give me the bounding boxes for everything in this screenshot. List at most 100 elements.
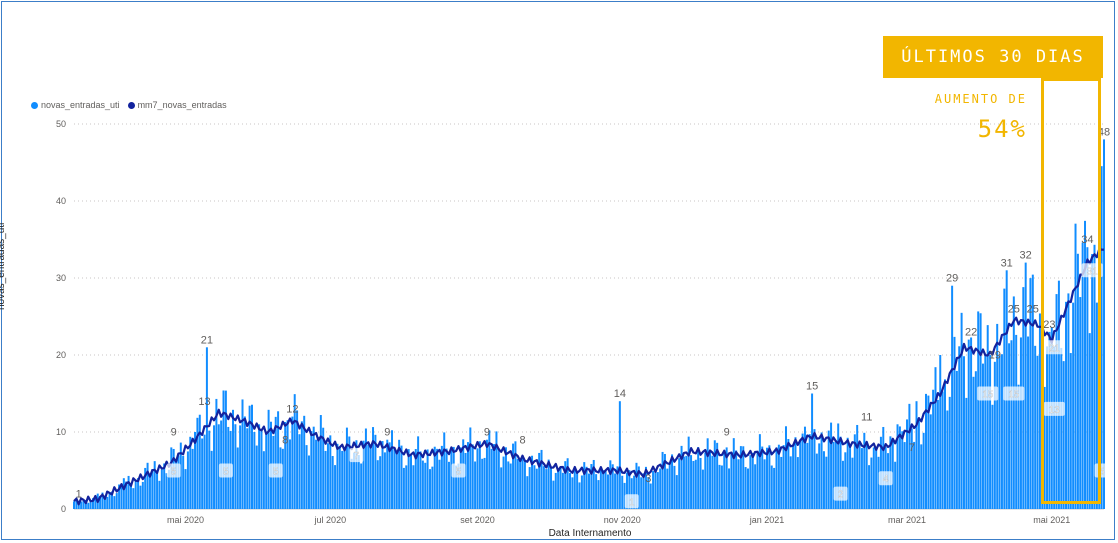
bar [137,478,140,509]
bar [977,311,980,509]
bar [972,376,975,509]
annotation-value: 54% [977,115,1027,143]
bar [803,426,806,509]
bar [1079,297,1082,509]
bar [998,355,1001,509]
bar [583,462,586,509]
bar [815,453,818,509]
bar [1027,336,1030,509]
bar [329,435,332,509]
bar [834,440,837,509]
bar [1038,313,1041,509]
bar [331,456,334,509]
bar [576,471,579,509]
bar [796,457,799,509]
bar [1010,340,1013,509]
bar [616,466,619,509]
bar [960,312,963,509]
bar [286,420,289,509]
y-tick-label: 50 [56,119,66,129]
data-label: 32 [1020,250,1032,262]
bar [203,434,206,509]
bar [903,442,906,509]
data-label: 1 [76,488,82,500]
bar [649,483,652,509]
bar [913,441,916,509]
bar [618,401,621,509]
bar [153,461,156,509]
bar [946,410,949,509]
bar [312,426,315,509]
bar [184,469,187,509]
bar [73,501,75,509]
bar [253,432,256,509]
bar [633,475,636,509]
bar [485,439,488,509]
bar [355,440,358,509]
data-label-box [878,471,893,486]
bar [303,415,306,509]
bar [953,336,956,509]
bar [773,467,776,509]
bar [450,449,453,509]
bar [75,498,78,509]
bar [690,455,693,509]
bar [201,438,204,509]
bar [412,465,415,509]
bar [716,442,719,509]
bar [728,468,731,509]
bar [255,445,258,509]
x-tick-label: set 2020 [460,515,495,525]
bar [455,465,458,509]
bar [678,458,681,509]
bar [794,437,797,509]
bar [763,459,766,509]
bar [141,481,144,509]
bar [1036,355,1039,509]
bar [120,484,123,509]
legend-item-line[interactable]: mm7_novas_entradas [127,100,227,110]
bar [307,455,310,509]
bar [967,339,970,509]
bar [215,398,218,509]
bar [666,468,669,509]
bar [922,432,925,509]
bar [122,478,125,509]
data-label-box [977,386,999,401]
bar [452,446,455,509]
bar [550,467,553,509]
bar [787,439,790,509]
bar [516,458,519,509]
bar [569,473,572,509]
legend-item-bars[interactable]: novas_entradas_uti [31,100,120,110]
bar [345,427,348,509]
bar [277,411,280,509]
bar [981,363,984,509]
bar [597,480,600,509]
data-label-box [1043,401,1065,416]
bar [561,472,564,509]
bar [944,379,946,509]
bar [832,441,835,509]
bar [129,483,132,509]
bar [241,399,244,509]
bar [232,409,234,509]
bar [364,428,367,509]
data-label: 13 [198,396,210,408]
bar [445,448,448,509]
bar [606,474,609,509]
bar [623,482,626,509]
bar [929,414,932,509]
bar [134,480,137,509]
legend-line-marker [127,101,135,109]
bar [376,460,379,509]
bar [906,419,909,509]
bar [260,431,263,509]
bar [108,492,111,509]
bar [635,462,638,509]
bar [466,442,469,509]
bar [234,424,237,509]
bar [372,427,375,509]
